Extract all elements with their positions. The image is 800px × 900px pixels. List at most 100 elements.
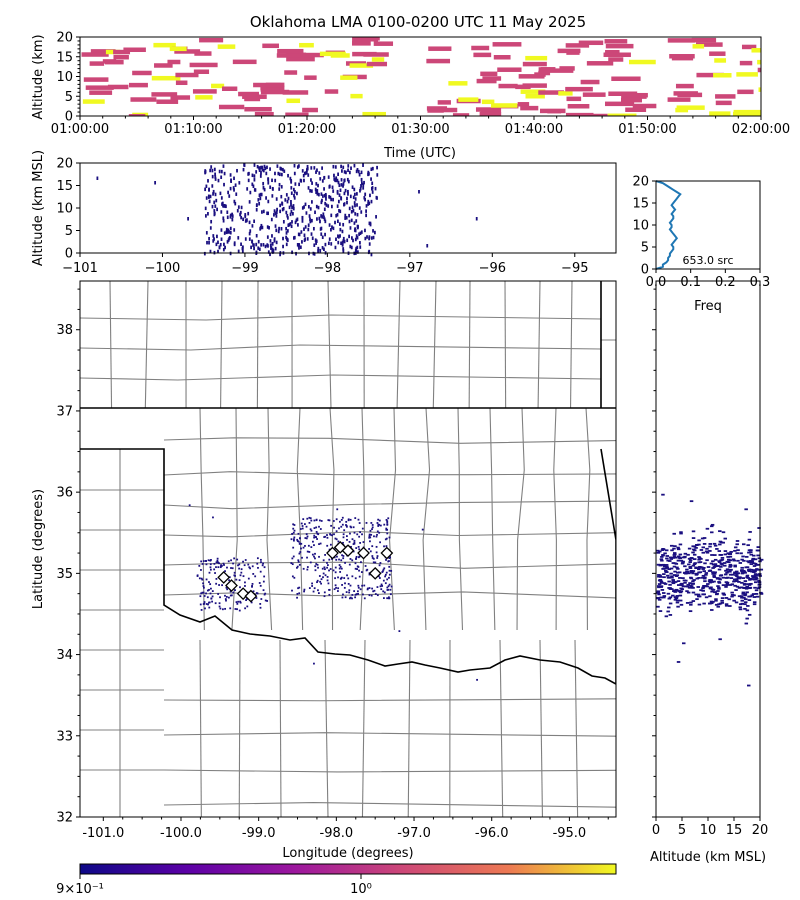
- time-height-x-label: Time (UTC): [383, 146, 456, 161]
- source-point: [662, 564, 667, 567]
- source-point: [306, 556, 308, 559]
- source-point: [238, 563, 241, 566]
- source-point: [691, 600, 696, 602]
- source-point: [248, 171, 250, 176]
- source-point: [326, 562, 328, 564]
- source-point: [319, 528, 322, 530]
- source-point: [740, 599, 744, 602]
- source-point: [217, 593, 220, 595]
- density-cell: [260, 89, 290, 95]
- source-point: [263, 593, 266, 596]
- source-point: [293, 524, 296, 526]
- source-point: [376, 555, 379, 557]
- source-point: [303, 205, 305, 209]
- source-point: [344, 216, 347, 220]
- source-point: [383, 523, 386, 526]
- source-point: [368, 587, 371, 589]
- source-point: [315, 241, 317, 245]
- source-point: [673, 591, 677, 593]
- source-point: [315, 182, 318, 186]
- density-cell: [709, 51, 726, 56]
- source-point: [734, 580, 739, 583]
- source-point: [324, 574, 327, 577]
- source-point: [333, 588, 336, 591]
- source-point: [349, 194, 352, 199]
- source-point: [216, 561, 219, 564]
- source-point: [357, 518, 360, 521]
- source-point: [302, 546, 305, 549]
- density-cell: [217, 44, 236, 49]
- source-point: [657, 583, 662, 585]
- source-point: [278, 187, 281, 191]
- source-point: [259, 584, 262, 587]
- source-point: [342, 182, 345, 186]
- density-cell: [757, 67, 761, 73]
- source-point: [303, 590, 305, 593]
- source-point: [691, 564, 696, 567]
- source-point: [348, 234, 351, 239]
- source-point: [234, 183, 237, 187]
- source-point: [701, 546, 705, 549]
- source-point: [342, 593, 344, 596]
- source-point: [334, 165, 337, 169]
- plan-view-x-ticks: -101.0 -100.0 -99.0 -98.0 -97.0 -96.0 -95.0: [82, 817, 609, 841]
- source-point: [296, 165, 299, 169]
- source-point: [266, 211, 269, 216]
- source-point: [671, 562, 676, 564]
- source-point: [709, 586, 713, 589]
- y-tick-label: 15: [56, 50, 73, 65]
- source-point: [700, 537, 705, 540]
- source-point: [353, 221, 356, 225]
- source-point: [329, 568, 332, 570]
- source-point: [336, 213, 339, 217]
- source-point: [292, 187, 295, 192]
- x-tick-label: −100: [145, 261, 181, 276]
- source-point: [351, 205, 354, 210]
- density-cell: [284, 70, 298, 75]
- density-cell: [304, 75, 317, 80]
- source-point: [334, 220, 336, 225]
- source-point: [717, 581, 721, 583]
- source-point: [273, 213, 275, 217]
- source-point: [368, 573, 371, 576]
- source-point: [363, 597, 366, 600]
- source-point: [370, 594, 373, 597]
- source-point: [476, 678, 478, 681]
- source-point: [721, 531, 726, 534]
- source-point: [720, 556, 725, 559]
- county-line: [324, 639, 329, 817]
- source-point: [208, 588, 210, 591]
- density-cell: [559, 66, 575, 71]
- source-point: [331, 534, 333, 537]
- source-point: [330, 197, 333, 202]
- source-point: [309, 207, 312, 211]
- source-point: [322, 212, 325, 216]
- source-point: [691, 572, 695, 575]
- source-point: [658, 575, 663, 578]
- source-point: [338, 193, 341, 197]
- source-point: [356, 212, 359, 217]
- source-point: [255, 170, 258, 174]
- source-point: [372, 561, 375, 564]
- county-line: [109, 281, 113, 409]
- source-point: [656, 551, 661, 554]
- source-point: [302, 518, 305, 521]
- source-point: [713, 544, 718, 547]
- source-point: [325, 197, 327, 201]
- source-point: [358, 548, 361, 551]
- source-point: [747, 551, 751, 554]
- density-cell: [671, 55, 694, 61]
- source-point: [300, 547, 302, 550]
- source-point: [732, 599, 736, 602]
- source-point: [326, 575, 329, 578]
- y-tick-label: 20: [56, 157, 73, 172]
- density-cell: [475, 107, 494, 112]
- source-point: [255, 208, 258, 212]
- source-point: [228, 596, 230, 599]
- source-point: [306, 517, 309, 520]
- source-point: [258, 247, 261, 252]
- source-point: [226, 566, 228, 569]
- source-point: [703, 562, 707, 565]
- source-point: [203, 251, 206, 256]
